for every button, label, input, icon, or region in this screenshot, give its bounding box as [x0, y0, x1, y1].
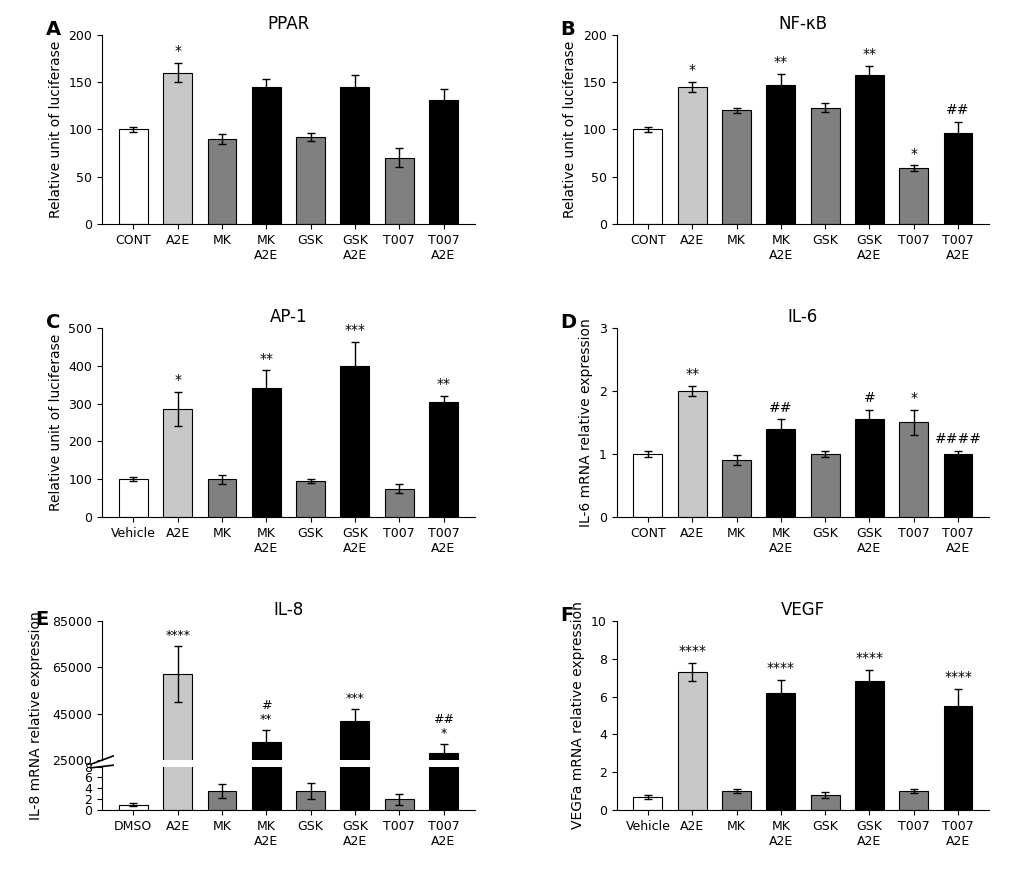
- Text: **: **: [259, 352, 273, 366]
- Text: E: E: [35, 610, 48, 629]
- Bar: [340, 87, 369, 224]
- Bar: [252, 87, 280, 224]
- Text: ##: ##: [768, 401, 792, 415]
- Bar: [633, 130, 661, 224]
- Text: *: *: [174, 44, 181, 58]
- Bar: [429, 0, 458, 810]
- Bar: [765, 692, 795, 810]
- Bar: [252, 0, 280, 810]
- Bar: [810, 795, 839, 810]
- Bar: [163, 674, 192, 818]
- Bar: [207, 138, 236, 224]
- Bar: [810, 108, 839, 224]
- Bar: [119, 130, 148, 224]
- Bar: [207, 479, 236, 517]
- Bar: [163, 0, 192, 810]
- Title: IL-8: IL-8: [273, 601, 304, 619]
- Y-axis label: VEGFa mRNA relative expression: VEGFa mRNA relative expression: [571, 602, 585, 829]
- Text: A: A: [46, 20, 61, 38]
- Bar: [207, 791, 236, 810]
- Text: ##: ##: [946, 103, 969, 117]
- Text: *: *: [909, 146, 916, 160]
- Title: PPAR: PPAR: [267, 16, 309, 33]
- Y-axis label: Relative unit of luciferase: Relative unit of luciferase: [49, 334, 62, 511]
- Text: ####: ####: [933, 432, 980, 446]
- Bar: [899, 791, 927, 810]
- Text: ****: ****: [855, 652, 882, 665]
- Bar: [119, 479, 148, 517]
- Bar: [943, 706, 971, 810]
- Text: **: **: [685, 368, 698, 381]
- Y-axis label: Relative unit of luciferase: Relative unit of luciferase: [49, 41, 63, 218]
- Bar: [163, 409, 192, 517]
- Bar: [429, 753, 458, 818]
- Text: ****: ****: [165, 630, 190, 642]
- Bar: [340, 0, 369, 810]
- Text: F: F: [560, 606, 574, 625]
- Text: **: **: [773, 55, 787, 69]
- Bar: [899, 422, 927, 517]
- Title: AP-1: AP-1: [269, 308, 307, 327]
- Bar: [854, 76, 883, 224]
- Bar: [340, 367, 369, 517]
- Text: ****: ****: [678, 644, 705, 658]
- Y-axis label: Relative unit of luciferase: Relative unit of luciferase: [562, 41, 577, 218]
- Text: **: **: [436, 377, 450, 391]
- Text: #: #: [863, 391, 874, 405]
- Bar: [340, 720, 369, 818]
- Bar: [854, 419, 883, 517]
- Bar: [384, 158, 413, 224]
- Bar: [296, 791, 325, 810]
- Bar: [721, 111, 750, 224]
- Text: B: B: [560, 20, 575, 38]
- Text: #
**: # **: [260, 699, 272, 726]
- Text: ##
*: ## *: [433, 712, 453, 739]
- Bar: [429, 402, 458, 517]
- Bar: [384, 489, 413, 517]
- Bar: [429, 100, 458, 224]
- Bar: [252, 388, 280, 517]
- Text: C: C: [46, 313, 60, 332]
- Title: NF-κB: NF-κB: [777, 16, 826, 33]
- Text: ****: ****: [944, 671, 971, 685]
- Text: **: **: [862, 47, 875, 61]
- Text: *: *: [909, 391, 916, 405]
- Bar: [633, 797, 661, 810]
- Bar: [678, 87, 706, 224]
- Title: VEGF: VEGF: [781, 601, 824, 619]
- Bar: [163, 72, 192, 224]
- Bar: [765, 429, 795, 517]
- Bar: [810, 454, 839, 517]
- Text: D: D: [560, 313, 576, 332]
- Bar: [678, 391, 706, 517]
- Bar: [384, 800, 413, 810]
- Text: ****: ****: [766, 661, 794, 675]
- Bar: [721, 791, 750, 810]
- Bar: [943, 133, 971, 224]
- Text: *: *: [688, 64, 695, 78]
- Text: IL-8 mRNA relative expression: IL-8 mRNA relative expression: [29, 611, 43, 820]
- Bar: [252, 741, 280, 818]
- Bar: [854, 681, 883, 810]
- Bar: [678, 672, 706, 810]
- Bar: [119, 805, 148, 810]
- Text: *: *: [174, 374, 181, 388]
- Bar: [721, 460, 750, 517]
- Bar: [943, 454, 971, 517]
- Title: IL-6: IL-6: [787, 308, 817, 327]
- Text: ***: ***: [344, 323, 365, 337]
- Bar: [296, 137, 325, 224]
- Y-axis label: IL-6 mRNA relative expression: IL-6 mRNA relative expression: [579, 318, 593, 527]
- Bar: [296, 481, 325, 517]
- Bar: [899, 168, 927, 224]
- Text: ***: ***: [345, 692, 364, 705]
- Bar: [633, 454, 661, 517]
- Bar: [765, 85, 795, 224]
